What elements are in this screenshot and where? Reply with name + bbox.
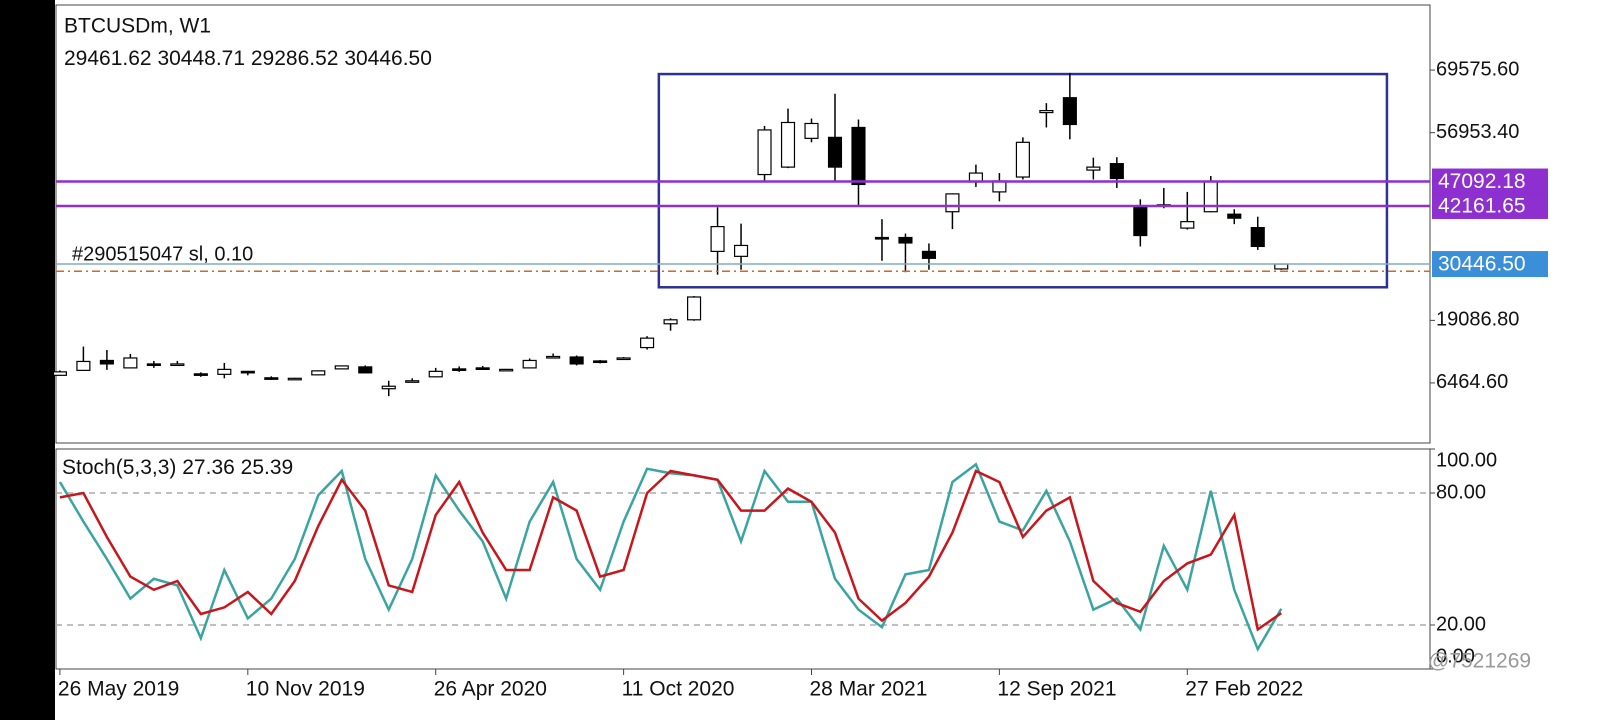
candle-body — [569, 356, 584, 365]
price-panel — [55, 4, 1431, 444]
candle-body — [546, 355, 561, 359]
candle-body — [123, 357, 138, 369]
stoch-line — [58, 462, 1283, 653]
candle-body — [1109, 163, 1124, 180]
candle-body — [1086, 166, 1101, 171]
x-tick-label: 26 Apr 2020 — [434, 678, 547, 701]
candle-body — [616, 357, 631, 361]
candle-body — [780, 121, 796, 168]
candle-body — [452, 368, 467, 371]
symbol-title: BTCUSDm, W1 — [64, 15, 211, 38]
candle-body — [475, 367, 490, 370]
candle-body — [1015, 141, 1030, 178]
candle-body — [851, 126, 866, 186]
y-tick-label: 69575.60 — [1436, 58, 1519, 80]
candle-body — [663, 319, 678, 325]
bid-label-bg — [1432, 251, 1548, 278]
candle-body — [1250, 226, 1265, 248]
candle-body — [874, 236, 890, 240]
candle-body — [640, 337, 655, 349]
candle-body — [687, 296, 702, 321]
candle-body — [898, 236, 913, 244]
candle-body — [710, 226, 725, 252]
candle-body — [1039, 109, 1054, 114]
candle-body — [827, 136, 843, 168]
candle-body — [1133, 206, 1148, 237]
candle-body — [334, 365, 349, 370]
candle-body — [381, 385, 396, 390]
stop-loss-label: #290515047 sl, 0.10 — [72, 244, 253, 266]
candle-body — [1227, 213, 1242, 219]
level-label: 42161.65 — [1438, 195, 1526, 218]
x-tick-label: 11 Oct 2020 — [622, 678, 735, 701]
candle-body — [428, 370, 443, 378]
y-tick-label: 19086.80 — [1436, 309, 1519, 331]
candle-body — [358, 366, 373, 374]
candle-body — [264, 377, 279, 380]
candle-body — [499, 368, 514, 372]
level-label: 47092.18 — [1438, 170, 1526, 193]
candle-body — [240, 370, 255, 374]
candle-body — [733, 244, 749, 257]
x-tick-label: 12 Sep 2021 — [997, 678, 1116, 701]
candle-body — [945, 193, 960, 213]
candle-body — [522, 359, 537, 369]
candle-body — [287, 377, 302, 381]
watermark: @7521269 — [1428, 650, 1531, 673]
candle-body — [921, 250, 936, 259]
candle-body — [1062, 97, 1077, 126]
bid-label: 30446.50 — [1438, 253, 1526, 276]
y-tick-label: 20.00 — [1436, 613, 1486, 635]
candle-body — [76, 360, 91, 371]
candle-body — [593, 360, 608, 364]
candle-body — [193, 373, 208, 376]
x-tick-label: 10 Nov 2019 — [246, 678, 365, 701]
y-tick-label: 100.00 — [1436, 449, 1497, 471]
candle-body — [99, 359, 114, 365]
stoch-line — [59, 469, 1282, 632]
y-tick-label: 56953.40 — [1436, 121, 1519, 143]
candle-body — [804, 122, 819, 139]
y-tick-label: 80.00 — [1436, 481, 1486, 503]
candle-body — [217, 368, 232, 375]
x-tick-label: 28 Mar 2021 — [810, 678, 928, 701]
candle-body — [170, 363, 185, 367]
left-bar — [0, 0, 55, 720]
level-label-bg — [1432, 192, 1548, 219]
y-tick-label: 6464.60 — [1436, 371, 1508, 393]
stoch-title: Stoch(5,3,3) 27.36 25.39 — [62, 456, 293, 479]
candle-body — [311, 370, 326, 376]
candle-body — [757, 129, 772, 176]
x-tick-label: 27 Feb 2022 — [1185, 678, 1303, 701]
ohlc-readout: 29461.62 30448.71 29286.52 30446.50 — [64, 47, 432, 70]
candle-body — [405, 380, 420, 383]
x-tick-label: 26 May 2019 — [58, 678, 179, 701]
candle-body — [52, 371, 67, 376]
stoch-panel — [55, 448, 1431, 670]
candle-body — [146, 363, 161, 367]
y-tick-label: 0.00 — [1436, 645, 1475, 667]
level-label-bg — [1432, 168, 1548, 195]
candle-body — [1180, 221, 1195, 229]
